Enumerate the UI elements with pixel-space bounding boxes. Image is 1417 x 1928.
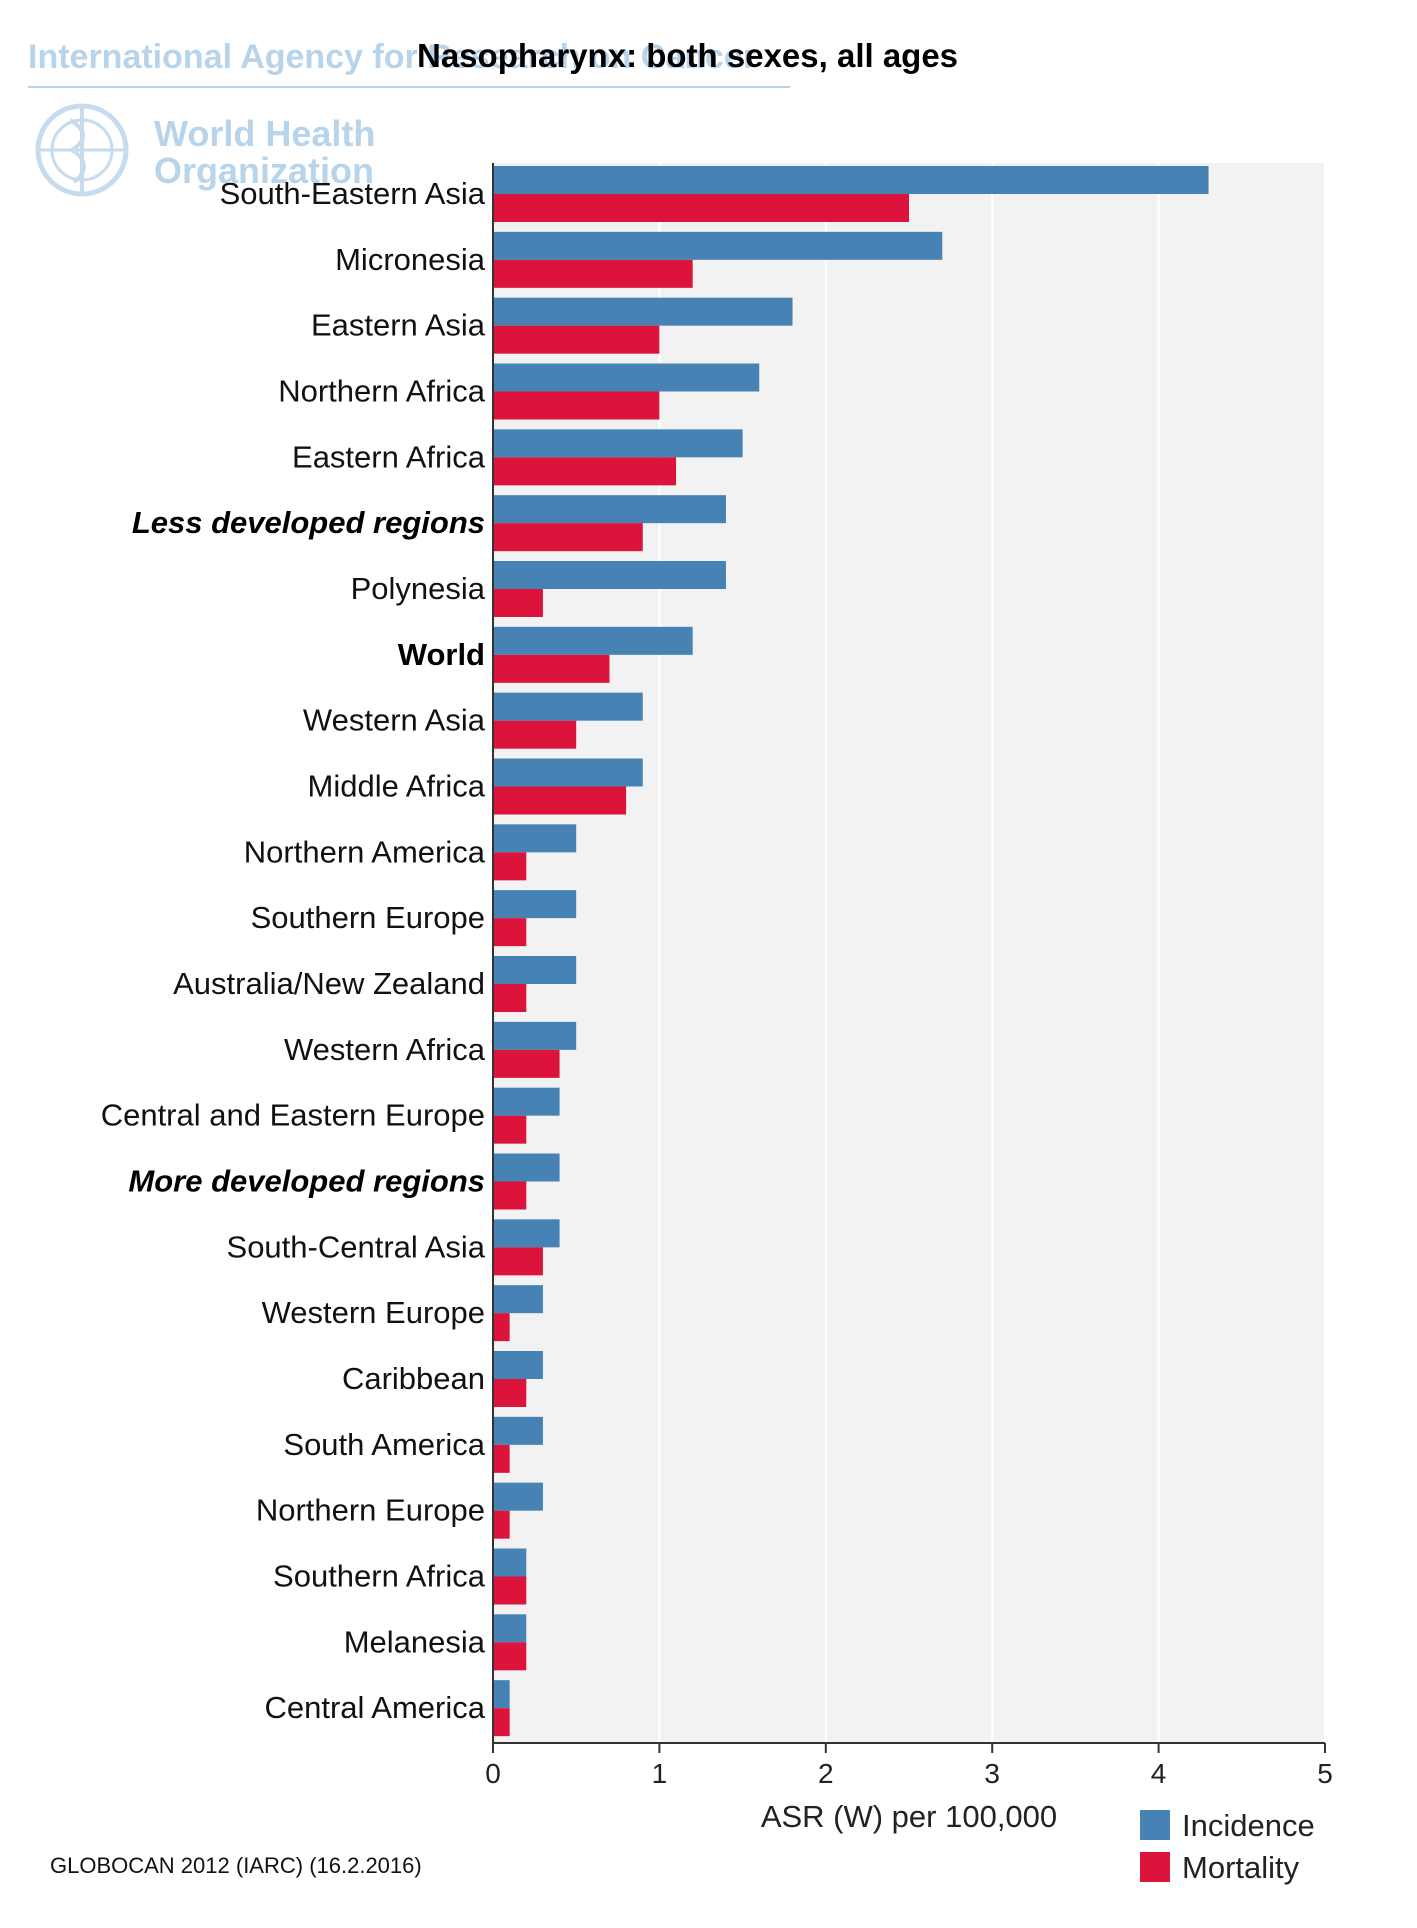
plot-area: [493, 163, 1325, 1743]
bar-incidence-16: [493, 1219, 560, 1248]
bar-mortality-9: [493, 786, 627, 815]
legend-label-mortality: Mortality: [1182, 1850, 1300, 1885]
bar-mortality-16: [493, 1247, 543, 1276]
category-label: Eastern Asia: [311, 308, 486, 343]
category-label: Micronesia: [335, 242, 486, 277]
bar-mortality-7: [493, 654, 610, 683]
category-label: Central America: [264, 1690, 485, 1725]
bar-mortality-18: [493, 1379, 527, 1407]
bar-incidence-17: [493, 1285, 543, 1314]
bar-incidence-0: [493, 166, 1209, 194]
bars: [493, 166, 1209, 1737]
legend-label-incidence: Incidence: [1182, 1808, 1315, 1843]
bar-mortality-8: [493, 720, 577, 749]
x-axis-title: ASR (W) per 100,000: [761, 1799, 1057, 1834]
gridlines: [658, 163, 1326, 1743]
bar-incidence-13: [493, 1021, 577, 1050]
who-name-line2: Organization: [154, 150, 374, 191]
source-note: GLOBOCAN 2012 (IARC) (16.2.2016): [50, 1853, 422, 1878]
who-emblem-icon: [35, 103, 129, 197]
category-label: Central and Eastern Europe: [101, 1098, 485, 1133]
bar-incidence-23: [493, 1680, 510, 1709]
bar-incidence-19: [493, 1416, 543, 1445]
bar-mortality-6: [493, 589, 543, 617]
bar-mortality-3: [493, 391, 660, 420]
watermark: International Agency for Research on Can…: [28, 38, 790, 197]
bar-incidence-4: [493, 429, 743, 458]
bar-incidence-9: [493, 758, 643, 787]
x-tick-label: 0: [485, 1758, 501, 1789]
bar-mortality-22: [493, 1642, 527, 1671]
category-label: Northern America: [244, 834, 486, 869]
bar-mortality-2: [493, 325, 660, 354]
bar-mortality-10: [493, 852, 527, 881]
x-tick-label: 4: [1151, 1758, 1167, 1789]
category-label: More developed regions: [128, 1163, 485, 1198]
bar-mortality-14: [493, 1115, 527, 1144]
watermark-agency-text: International Agency for Research on Can…: [28, 38, 756, 76]
bar-mortality-1: [493, 259, 693, 288]
category-label: Northern Europe: [256, 1493, 485, 1528]
bar-mortality-19: [493, 1444, 510, 1473]
legend-swatch-mortality: [1140, 1852, 1170, 1882]
chart-title: Nasopharynx: both sexes, all ages: [417, 37, 958, 74]
legend-swatch-incidence: [1140, 1810, 1170, 1840]
category-label: Southern Europe: [251, 900, 485, 935]
bar-incidence-5: [493, 495, 726, 524]
who-name-line1: World Health: [154, 113, 375, 154]
bar-mortality-20: [493, 1510, 510, 1539]
bar-incidence-20: [493, 1482, 543, 1511]
category-label: Middle Africa: [308, 768, 486, 803]
category-label: World: [398, 637, 485, 672]
x-tick-label: 1: [652, 1758, 668, 1789]
category-label: Australia/New Zealand: [173, 966, 485, 1001]
legend: Incidence Mortality: [1140, 1808, 1315, 1885]
category-labels: South-Eastern Asia Micronesia Eastern Asia…: [101, 176, 486, 1725]
category-label: Western Asia: [303, 703, 486, 738]
bar-mortality-21: [493, 1576, 527, 1605]
x-axis-ticks: 0 1 2 3 4 5: [485, 1743, 1333, 1789]
bar-incidence-21: [493, 1548, 527, 1577]
bar-incidence-22: [493, 1614, 527, 1643]
bar-incidence-2: [493, 297, 793, 326]
bar-incidence-15: [493, 1153, 560, 1182]
bar-mortality-4: [493, 457, 677, 486]
bar-mortality-0: [493, 194, 909, 222]
bar-mortality-12: [493, 984, 527, 1012]
bar-incidence-1: [493, 231, 943, 260]
bar-mortality-15: [493, 1181, 527, 1210]
bar-incidence-18: [493, 1351, 543, 1379]
bar-incidence-7: [493, 626, 693, 655]
bar-incidence-12: [493, 956, 577, 984]
category-label: Southern Africa: [273, 1558, 486, 1593]
bar-incidence-6: [493, 561, 726, 589]
bar-incidence-11: [493, 890, 577, 919]
category-label: Melanesia: [344, 1624, 486, 1659]
category-label: Less developed regions: [132, 505, 485, 540]
bar-incidence-14: [493, 1087, 560, 1116]
bar-mortality-23: [493, 1708, 510, 1737]
category-label: Northern Africa: [278, 373, 486, 408]
category-label: South-Eastern Asia: [220, 176, 486, 211]
bar-incidence-3: [493, 363, 760, 392]
category-label: Western Africa: [284, 1032, 486, 1067]
bar-incidence-10: [493, 824, 577, 853]
x-tick-label: 3: [984, 1758, 1000, 1789]
bar-incidence-8: [493, 692, 643, 721]
x-tick-label: 5: [1317, 1758, 1333, 1789]
bar-mortality-13: [493, 1049, 560, 1078]
category-label: Polynesia: [351, 571, 486, 606]
bar-mortality-5: [493, 523, 643, 552]
category-label: Eastern Africa: [292, 439, 486, 474]
category-label: Western Europe: [262, 1295, 485, 1330]
x-tick-label: 2: [818, 1758, 834, 1789]
bar-mortality-17: [493, 1313, 510, 1342]
bar-mortality-11: [493, 918, 527, 947]
category-label: South-Central Asia: [227, 1229, 486, 1264]
category-label: South America: [283, 1427, 485, 1462]
category-label: Caribbean: [342, 1361, 485, 1396]
